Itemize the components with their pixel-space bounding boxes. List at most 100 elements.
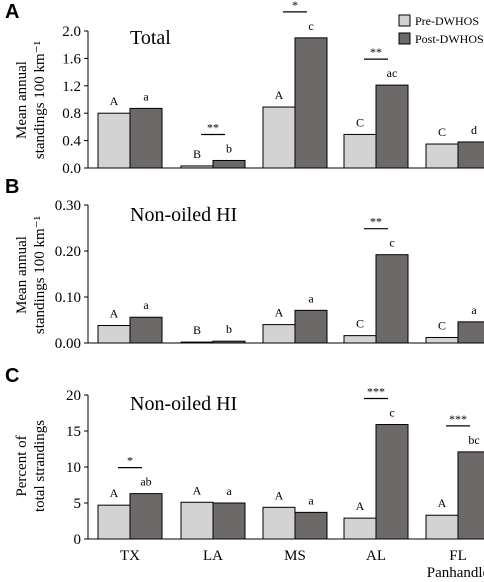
- y-tick-label: 20: [66, 388, 81, 404]
- panel-c: C Non-oiled HI Percent of total strandings 0…: [5, 365, 484, 581]
- y-tick-label: 15: [66, 424, 81, 440]
- bar-label-post-la: b: [226, 141, 232, 155]
- bar-post-ms: [294, 37, 328, 169]
- bar-label-pre-ms: A: [275, 488, 284, 502]
- legend-label-post: Post-DWHOS: [415, 32, 484, 46]
- bar-label-post-la: a: [226, 484, 232, 498]
- bar-post-la: [212, 159, 246, 169]
- bar-pre-fl: [425, 143, 459, 169]
- bar-pre-tx: [97, 325, 131, 344]
- bar-label-pre-la: A: [193, 483, 202, 497]
- bar-label-pre-ms: A: [275, 88, 284, 102]
- x-tick-label-fl: FL Panhandle: [427, 548, 484, 581]
- bar-label-pre-tx: A: [110, 94, 119, 108]
- panel-title: Non-oiled HI: [130, 204, 237, 226]
- bar-label-pre-fl: C: [438, 318, 446, 332]
- y-tick-label: 0.30: [55, 198, 81, 214]
- y-tick-label: 10: [66, 460, 81, 476]
- bar-label-post-fl: d: [471, 123, 477, 137]
- bar-post-fl: [457, 451, 484, 540]
- bar-post-fl: [457, 321, 484, 344]
- panel-letter: C: [5, 365, 19, 387]
- legend-label-pre: Pre-DWHOS: [415, 14, 479, 28]
- panel-letter: A: [5, 1, 19, 23]
- sig-marker-al: **: [370, 215, 382, 229]
- legend-swatch-post: [398, 32, 411, 45]
- sig-marker-fl: ***: [449, 412, 467, 426]
- sig-marker-al: ***: [367, 385, 385, 399]
- legend-swatch-pre: [398, 14, 411, 27]
- bar-pre-tx: [97, 112, 131, 169]
- bar-post-ms: [294, 309, 328, 344]
- bar-label-pre-fl: C: [438, 125, 446, 139]
- y-axis-label: Mean annual standings 100 km⁻¹: [14, 41, 48, 159]
- y-axis-label: Percent of total strandings: [14, 420, 48, 512]
- bar-post-al: [375, 84, 409, 169]
- bar-post-la: [212, 340, 246, 344]
- bar-pre-la: [180, 165, 214, 169]
- bar-label-post-al: c: [389, 406, 394, 420]
- bar-label-pre-al: C: [356, 115, 364, 129]
- y-tick-label: 1.6: [62, 51, 81, 67]
- y-tick-label: 0.0: [62, 161, 81, 177]
- bar-label-post-al: ac: [387, 66, 398, 80]
- x-tick-label-tx: TX: [120, 548, 140, 564]
- bar-label-pre-tx: A: [110, 307, 119, 321]
- bar-label-post-fl: bc: [468, 433, 479, 447]
- sig-marker-al: **: [370, 45, 382, 59]
- bar-label-post-fl: a: [471, 303, 477, 317]
- bar-label-post-al: c: [389, 236, 394, 250]
- x-tick-label-la: LA: [203, 548, 223, 564]
- bar-label-pre-ms: A: [275, 306, 284, 320]
- bar-label-post-tx: a: [143, 89, 149, 103]
- bar-label-post-tx: a: [143, 298, 149, 312]
- bar-pre-fl: [425, 336, 459, 344]
- y-tick-label: 0: [74, 532, 82, 548]
- bar-label-pre-la: B: [193, 323, 201, 337]
- bar-pre-ms: [262, 506, 296, 540]
- panel-a: A Total Mean annual standings 100 km⁻¹ 0.0 0.…: [5, 0, 484, 177]
- bar-pre-al: [343, 133, 377, 169]
- panel-title: Non-oiled HI: [130, 393, 237, 415]
- y-tick-label: 2.0: [62, 24, 81, 40]
- y-tick-label: 0.00: [55, 336, 81, 352]
- y-axis-label: Mean annual standings 100 km⁻¹: [14, 216, 48, 334]
- panel-b: B Non-oiled HI Mean annual standings 100 km…: [5, 176, 484, 352]
- bar-post-fl: [457, 141, 484, 169]
- bar-post-al: [375, 254, 409, 344]
- bar-label-pre-fl: A: [438, 496, 447, 510]
- panel-letter: B: [5, 176, 19, 198]
- y-tick-label: 0.20: [55, 244, 81, 260]
- bar-label-pre-tx: A: [110, 486, 119, 500]
- x-tick-label-ms: MS: [284, 548, 306, 564]
- bar-pre-al: [343, 517, 377, 540]
- bar-pre-fl: [425, 514, 459, 540]
- bar-label-post-la: b: [226, 322, 232, 336]
- bar-post-tx: [129, 493, 163, 540]
- bar-pre-la: [180, 341, 214, 344]
- bar-pre-ms: [262, 324, 296, 344]
- bar-post-al: [375, 424, 409, 540]
- x-tick-label-al: AL: [366, 548, 386, 564]
- bar-label-post-ms: a: [308, 493, 314, 507]
- bar-label-post-tx: ab: [140, 475, 151, 489]
- sig-marker-ms: *: [292, 0, 298, 12]
- bar-post-tx: [129, 107, 163, 169]
- y-tick-label: 0.4: [62, 134, 81, 150]
- panel-title: Total: [130, 27, 171, 49]
- bar-pre-la: [180, 501, 214, 540]
- y-tick-label: 1.2: [62, 79, 81, 95]
- legend: Pre-DWHOS Post-DWHOS: [398, 14, 484, 46]
- bar-pre-tx: [97, 504, 131, 540]
- bar-post-tx: [129, 316, 163, 344]
- bar-label-post-ms: a: [308, 291, 314, 305]
- bar-pre-al: [343, 335, 377, 344]
- sig-marker-la: **: [207, 120, 219, 134]
- y-tick-label: 5: [74, 496, 82, 512]
- y-tick-label: 0.8: [62, 106, 81, 122]
- y-tick-label: 0.10: [55, 290, 81, 306]
- bar-post-ms: [294, 511, 328, 540]
- bar-label-pre-al: A: [356, 499, 365, 513]
- bar-label-pre-la: B: [193, 147, 201, 161]
